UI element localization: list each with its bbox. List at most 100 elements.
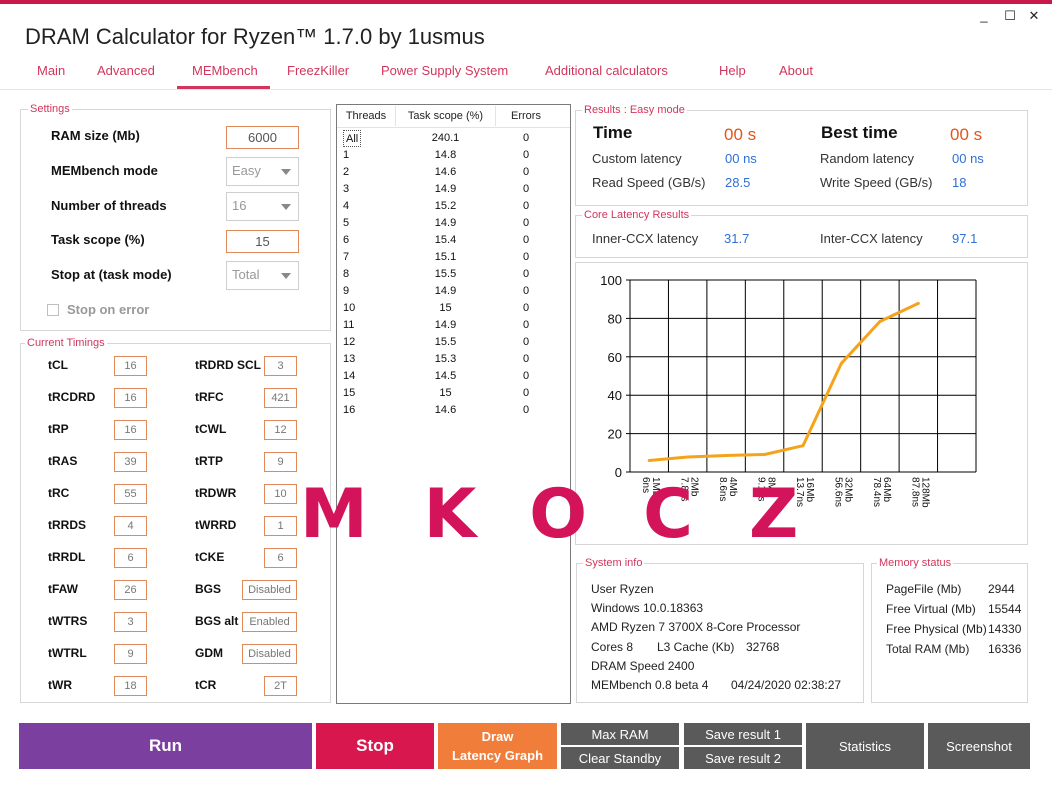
clear-standby-button[interactable]: Clear Standby — [561, 747, 679, 769]
timing-label-trcdrd: tRCDRD — [48, 390, 96, 404]
screenshot-button[interactable]: Screenshot — [928, 723, 1030, 769]
table-row-errors: 0 — [522, 166, 530, 178]
timing-value-trrds[interactable]: 4 — [114, 516, 147, 536]
ram-size-input[interactable]: 6000 — [226, 126, 299, 149]
timing-value-gdm[interactable]: Disabled — [242, 644, 297, 664]
system-os: Windows 10.0.18363 — [591, 601, 704, 615]
table-row-scope: 240.1 — [431, 132, 460, 144]
timing-value-trcdrd[interactable]: 16 — [114, 388, 147, 408]
timing-value-bgs-alt[interactable]: Enabled — [242, 612, 297, 632]
x-latency-label: 78.4ns — [871, 477, 882, 507]
timing-value-twr[interactable]: 18 — [114, 676, 147, 696]
timing-value-trtp[interactable]: 9 — [264, 452, 297, 472]
tab-additional-calculators[interactable]: Additional calculators — [545, 63, 668, 78]
timing-value-tcke[interactable]: 6 — [264, 548, 297, 568]
timing-value-tcr[interactable]: 2T — [264, 676, 297, 696]
statistics-button[interactable]: Statistics — [806, 723, 924, 769]
save-result-1-button[interactable]: Save result 1 — [684, 723, 802, 745]
table-row-thread[interactable]: 14 — [343, 370, 356, 382]
table-row-thread[interactable]: 6 — [343, 234, 350, 246]
tab-power-supply[interactable]: Power Supply System — [381, 63, 509, 78]
timing-value-twtrl[interactable]: 9 — [114, 644, 147, 664]
timing-value-bgs[interactable]: Disabled — [242, 580, 297, 600]
table-row-thread[interactable]: All — [343, 130, 362, 147]
stop-button[interactable]: Stop — [316, 723, 434, 769]
x-tick-label: 128Mb — [919, 477, 930, 508]
timing-value-trp[interactable]: 16 — [114, 420, 147, 440]
table-row-thread[interactable]: 2 — [343, 166, 350, 178]
stop-at-select[interactable]: Total — [226, 261, 299, 290]
table-row-thread[interactable]: 15 — [343, 387, 356, 399]
stop-on-error-checkbox[interactable] — [47, 304, 59, 316]
time-value: 00 s — [724, 125, 757, 144]
timing-value-trdrd-scl[interactable]: 3 — [264, 356, 297, 376]
table-row-errors: 0 — [522, 353, 530, 365]
table-row-thread[interactable]: 13 — [343, 353, 356, 365]
max-ram-button[interactable]: Max RAM — [561, 723, 679, 745]
table-row-thread[interactable]: 10 — [343, 302, 356, 314]
stop-on-error-label: Stop on error — [67, 302, 150, 317]
timing-label-trc: tRC — [48, 486, 70, 500]
tab-freezkiller[interactable]: FreezKiller — [287, 63, 350, 78]
minimize-icon[interactable]: _ — [980, 8, 988, 23]
best-time-value: 00 s — [950, 125, 983, 144]
table-row-thread[interactable]: 1 — [343, 149, 350, 161]
inner-ccx-label: Inner-CCX latency — [592, 231, 699, 246]
close-icon[interactable]: ✕ — [1028, 8, 1040, 23]
membench-mode-select[interactable]: Easy — [226, 157, 299, 186]
table-row-scope: 15.3 — [434, 353, 457, 365]
threads-select[interactable]: 16 — [226, 192, 299, 221]
custom-latency-value: 00 ns — [725, 151, 757, 166]
table-row-thread[interactable]: 8 — [343, 268, 350, 280]
tab-membench[interactable]: MEMbench — [192, 63, 258, 78]
timing-label-trdrd-scl: tRDRD SCL — [195, 358, 261, 372]
timing-value-tcl[interactable]: 16 — [114, 356, 147, 376]
tab-advanced[interactable]: Advanced — [97, 63, 155, 78]
table-row-thread[interactable]: 16 — [343, 404, 356, 416]
chart-data-point — [878, 319, 882, 323]
timing-value-tfaw[interactable]: 26 — [114, 580, 147, 600]
timing-value-trc[interactable]: 55 — [114, 484, 147, 504]
system-user: User Ryzen — [591, 582, 654, 596]
draw-latency-graph-button[interactable]: Draw Latency Graph — [438, 723, 557, 769]
timing-value-tras[interactable]: 39 — [114, 452, 147, 472]
table-row-errors: 0 — [522, 336, 530, 348]
timing-label-tcke: tCKE — [195, 550, 225, 564]
maximize-icon[interactable]: ☐ — [1004, 8, 1016, 23]
save-result-2-button[interactable]: Save result 2 — [684, 747, 802, 769]
table-row-scope: 15.5 — [434, 268, 457, 280]
system-info-title: System info — [583, 557, 645, 569]
timing-value-trfc[interactable]: 421 — [264, 388, 297, 408]
timing-value-tcwl[interactable]: 12 — [264, 420, 297, 440]
table-row-thread[interactable]: 12 — [343, 336, 356, 348]
table-row-errors: 0 — [522, 149, 530, 161]
run-button[interactable]: Run — [19, 723, 312, 769]
table-row-thread[interactable]: 5 — [343, 217, 350, 229]
chart-data-point — [916, 301, 920, 305]
x-tick-label: 64Mb — [881, 477, 892, 502]
table-row-thread[interactable]: 7 — [343, 251, 350, 263]
timing-value-trdwr[interactable]: 10 — [264, 484, 297, 504]
tab-help[interactable]: Help — [719, 63, 746, 78]
chevron-down-icon — [281, 169, 291, 175]
table-row-thread[interactable]: 3 — [343, 183, 350, 195]
col-task-scope[interactable]: Task scope (%) — [407, 110, 484, 122]
best-time-label: Best time — [821, 123, 898, 142]
custom-latency-label: Custom latency — [592, 151, 682, 166]
table-row-thread[interactable]: 11 — [343, 319, 355, 331]
task-scope-input[interactable]: 15 — [226, 230, 299, 253]
col-threads[interactable]: Threads — [345, 110, 387, 122]
threads-label: Number of threads — [51, 198, 167, 213]
table-row-thread[interactable]: 4 — [343, 200, 350, 212]
table-row-errors: 0 — [522, 404, 530, 416]
table-row-thread[interactable]: 9 — [343, 285, 350, 297]
tab-main[interactable]: Main — [37, 63, 66, 78]
table-row-scope: 15.4 — [434, 234, 457, 246]
timing-label-tcl: tCL — [48, 358, 68, 372]
timing-value-trrdl[interactable]: 6 — [114, 548, 147, 568]
timing-value-twtrs[interactable]: 3 — [114, 612, 147, 632]
timing-value-twrrd[interactable]: 1 — [264, 516, 297, 536]
col-errors[interactable]: Errors — [511, 110, 541, 122]
tab-about[interactable]: About — [779, 63, 813, 78]
